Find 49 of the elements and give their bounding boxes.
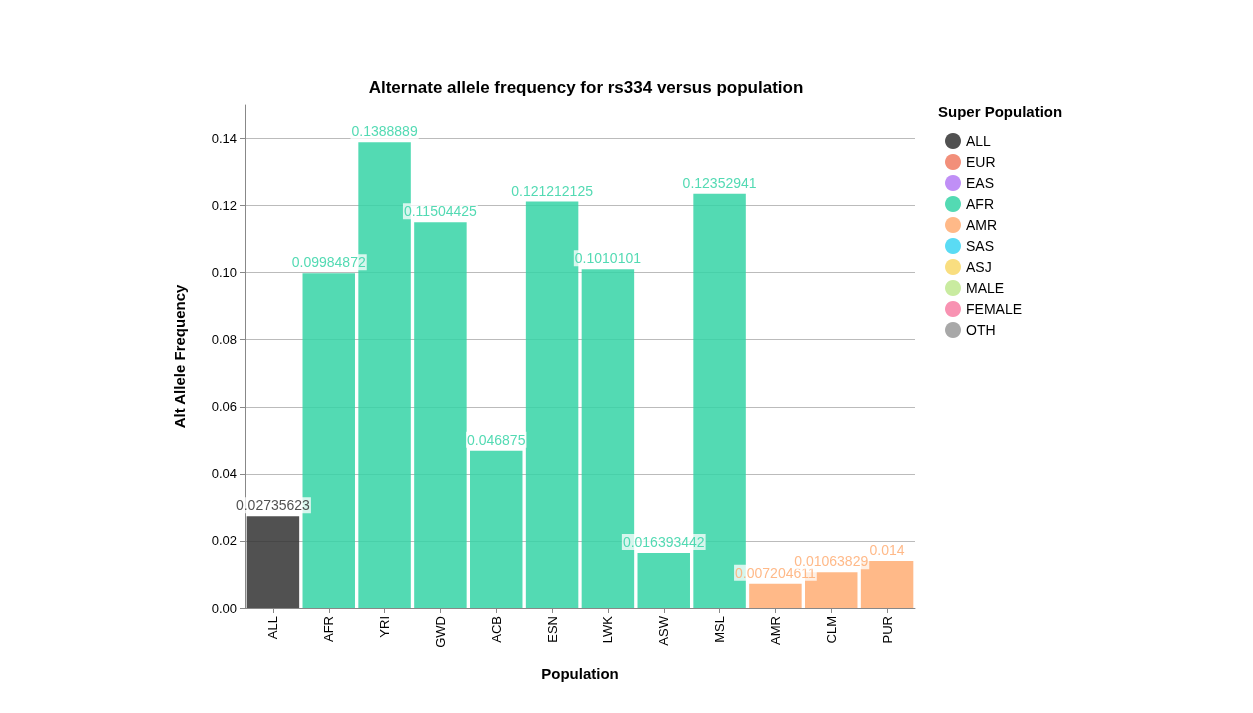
legend-label: EAS: [966, 175, 995, 191]
x-tick-label: ASW: [656, 615, 672, 646]
legend-label: FEMALE: [966, 301, 1023, 317]
legend-label: OTH: [966, 322, 996, 338]
legend-label: ASJ: [966, 259, 992, 275]
legend-title: Super Population: [938, 103, 1063, 120]
y-tick-label: 0.12: [211, 198, 237, 214]
legend-label: AFR: [966, 196, 994, 212]
x-axis-title: Population: [541, 665, 619, 682]
x-tick-label: YRI: [377, 616, 393, 638]
bar: [414, 222, 467, 608]
y-tick-label: 0.04: [211, 466, 237, 482]
data-label: 0.1010101: [574, 250, 642, 267]
x-tick-label: AMR: [767, 616, 783, 645]
chart-title: Alternate allele frequency for rs334 versus population: [368, 78, 804, 97]
data-label: 0.016393442: [622, 534, 705, 551]
x-tick-label: GWD: [432, 616, 448, 648]
y-tick-label: 0.14: [211, 131, 237, 147]
data-label: 0.121212125: [511, 182, 594, 199]
legend-label: SAS: [966, 238, 995, 254]
x-tick-label: CLM: [823, 616, 839, 644]
legend-label: MALE: [966, 280, 1005, 296]
y-tick-label: 0.00: [211, 600, 237, 616]
y-tick-label: 0.02: [211, 533, 237, 549]
bar: [749, 583, 802, 608]
bar: [470, 450, 523, 608]
legend-label: ALL: [966, 133, 992, 149]
legend-label: EUR: [966, 154, 996, 170]
x-tick-label: AFR: [321, 616, 337, 642]
data-label: 0.01063829: [794, 553, 869, 570]
data-label: 0.12352941: [682, 174, 757, 191]
x-tick-label: ALL: [265, 616, 281, 640]
x-tick-label: MSL: [712, 616, 728, 643]
x-tick-label: ACB: [488, 616, 504, 643]
y-tick-label: 0.06: [211, 399, 237, 415]
bar: [637, 553, 690, 608]
x-tick-label: ESN: [544, 616, 560, 643]
y-tick-label: 0.10: [211, 265, 237, 281]
data-label: 0.09984872: [291, 254, 366, 271]
data-label: 0.014: [869, 542, 905, 559]
data-label: 0.046875: [467, 431, 526, 448]
y-tick-label: 0.08: [211, 332, 237, 348]
legend-label: AMR: [966, 217, 998, 233]
x-tick-label: LWK: [600, 615, 616, 644]
data-label: 0.02735623: [235, 497, 311, 514]
data-label: 0.1388889: [351, 123, 418, 140]
data-label: 0.11504425: [403, 203, 478, 220]
y-axis-title: Alt Allele Frequency: [171, 284, 188, 429]
x-tick-label: PUR: [879, 616, 895, 644]
